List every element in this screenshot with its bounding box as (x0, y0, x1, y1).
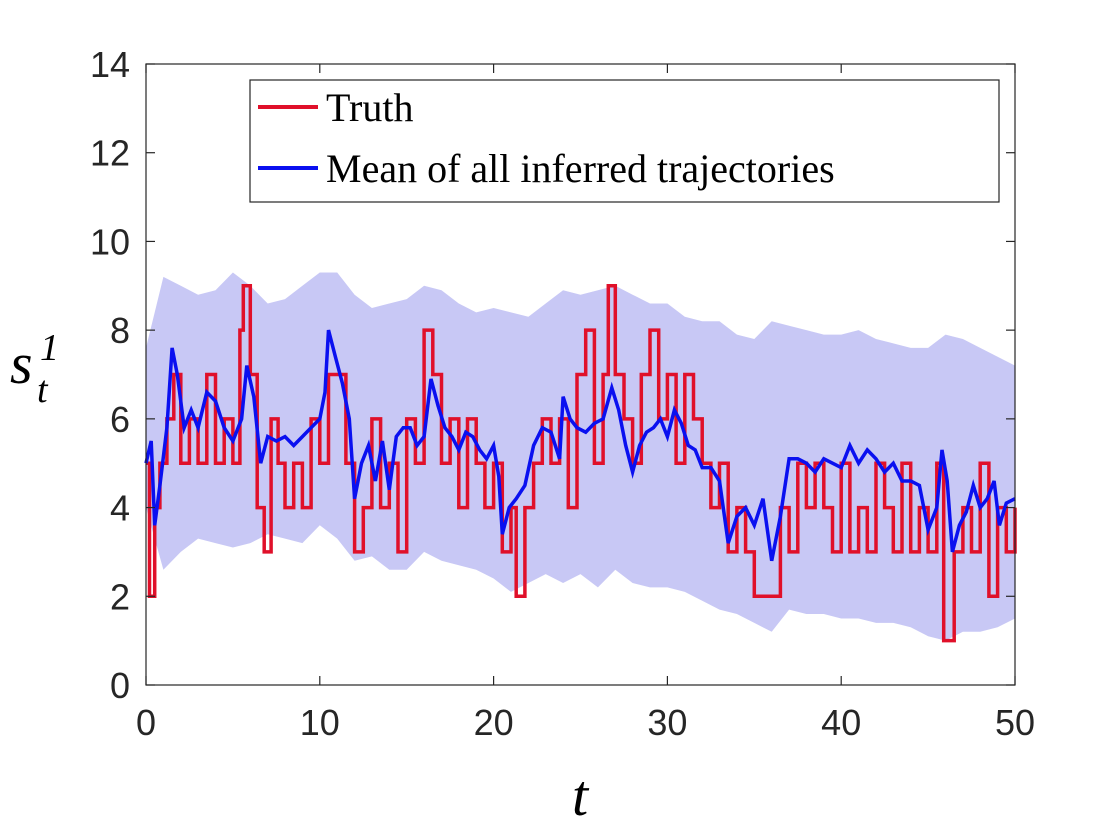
x-tick-label: 10 (300, 702, 340, 743)
legend-box (249, 79, 1000, 203)
plot-area-frame (145, 63, 1016, 686)
y-tick-label: 8 (110, 310, 130, 351)
y-tick-label: 12 (90, 133, 130, 174)
y-axis-label-base: s (10, 331, 33, 396)
y-axis-label-subscript: t (37, 369, 49, 411)
legend: Truth Mean of all inferred trajectories (249, 79, 1000, 203)
y-tick-label: 0 (110, 665, 130, 706)
y-tick-label: 10 (90, 221, 130, 262)
x-tick-label: 30 (647, 702, 687, 743)
series-line-mean (144, 329, 1016, 562)
y-tick-label: 14 (90, 44, 130, 85)
x-tick-label: 40 (821, 702, 861, 743)
series-layer (144, 284, 1017, 643)
x-tick-label: 50 (995, 702, 1035, 743)
y-tick-label: 6 (110, 399, 130, 440)
y-axis-label: s 1 t (10, 327, 59, 411)
y-tick-label: 2 (110, 576, 130, 617)
x-tick-label: 0 (136, 702, 156, 743)
x-tick-label: 20 (474, 702, 514, 743)
series-line-truth (146, 284, 1017, 643)
y-axis-label-superscript: 1 (40, 327, 59, 369)
tick-layer (145, 63, 1016, 686)
legend-label-truth: Truth (326, 85, 413, 130)
legend-label-mean: Mean of all inferred trajectories (326, 146, 835, 191)
x-axis-label: t (572, 763, 590, 828)
y-tick-label: 4 (110, 488, 130, 529)
tick-label-layer: 0 10 20 30 40 50 0 2 4 6 8 10 12 14 (90, 44, 1035, 743)
